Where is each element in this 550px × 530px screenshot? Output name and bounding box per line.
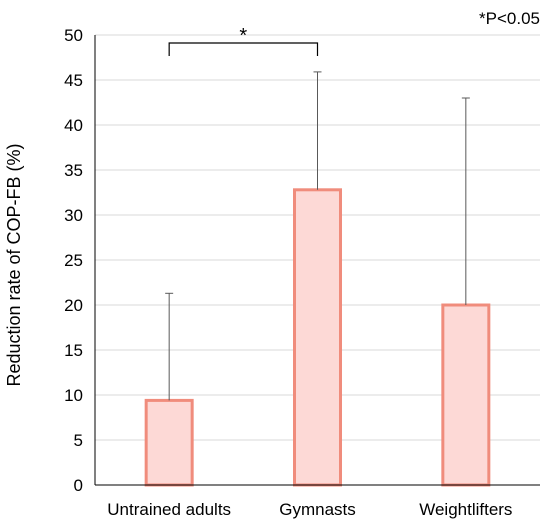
- y-tick-label: 10: [64, 386, 83, 405]
- significance-bracket-line: [168, 42, 319, 56]
- bar: [293, 188, 342, 487]
- y-axis-label: Reduction rate of COP-FB (%): [4, 143, 24, 386]
- axes: 0 5 10 15 20 25 30 35 40 45 50 Untrained adults Gymn…: [64, 26, 540, 519]
- y-tick-label: 15: [64, 341, 83, 360]
- y-tick-label: 45: [64, 71, 83, 90]
- bar: [441, 303, 491, 487]
- bars: [144, 188, 491, 487]
- significance-star: *: [239, 25, 247, 47]
- x-tick-label: Weightlifters: [419, 500, 512, 519]
- y-tick-label: 20: [64, 296, 83, 315]
- x-tick-label: Untrained adults: [107, 500, 231, 519]
- y-tick-label: 0: [74, 476, 83, 495]
- error-bars: [165, 71, 470, 401]
- y-tick-label: 50: [64, 26, 83, 45]
- y-tick-label: 30: [64, 206, 83, 225]
- y-tick-label: 35: [64, 161, 83, 180]
- bar: [144, 398, 194, 487]
- significance-bracket: *: [168, 25, 319, 56]
- y-tick-label: 25: [64, 251, 83, 270]
- y-tick-label: 40: [64, 116, 83, 135]
- significance-note: *P<0.05: [479, 9, 540, 28]
- x-tick-label: Gymnasts: [279, 500, 356, 519]
- y-tick-label: 5: [74, 431, 83, 450]
